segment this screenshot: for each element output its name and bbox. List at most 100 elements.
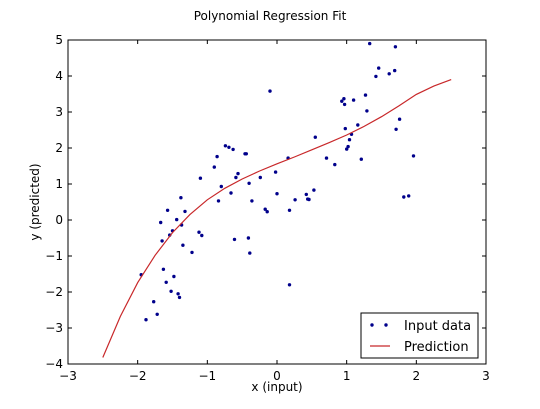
x-tick-label: −2 bbox=[129, 369, 147, 383]
data-point bbox=[144, 318, 148, 322]
y-tick-label: 3 bbox=[55, 105, 63, 119]
data-point bbox=[313, 135, 317, 139]
y-tick-label: 1 bbox=[55, 177, 63, 191]
data-point bbox=[287, 208, 292, 212]
data-point bbox=[232, 237, 237, 242]
data-point bbox=[411, 154, 416, 158]
data-point bbox=[176, 292, 180, 296]
data-point bbox=[356, 123, 360, 127]
data-point bbox=[200, 233, 204, 238]
data-point bbox=[161, 267, 166, 271]
data-point bbox=[164, 280, 168, 284]
data-point bbox=[155, 312, 159, 316]
y-tick-label: −2 bbox=[45, 285, 63, 299]
data-point bbox=[342, 97, 346, 101]
data-point bbox=[393, 68, 397, 73]
data-point bbox=[197, 230, 201, 234]
data-point bbox=[343, 126, 347, 131]
data-point bbox=[324, 156, 329, 160]
data-point bbox=[247, 181, 251, 185]
x-axis-label: x (input) bbox=[251, 380, 302, 394]
legend-label-prediction: Prediction bbox=[404, 340, 469, 355]
data-point bbox=[258, 175, 262, 180]
y-tick-label: −3 bbox=[45, 321, 63, 335]
legend-entry-prediction: Prediction bbox=[370, 340, 469, 355]
data-point bbox=[340, 99, 344, 103]
data-point bbox=[273, 170, 278, 174]
data-point bbox=[172, 274, 176, 279]
legend: Input data Prediction bbox=[360, 312, 479, 359]
data-point bbox=[402, 195, 406, 199]
data-point bbox=[181, 243, 185, 247]
data-point bbox=[304, 192, 308, 197]
data-point bbox=[246, 236, 251, 240]
prediction-line bbox=[102, 79, 452, 358]
data-point bbox=[365, 109, 369, 113]
legend-label-input-data: Input data bbox=[404, 319, 471, 334]
data-point bbox=[387, 72, 391, 76]
x-axis-ticks: −3 −2 −1 0 1 2 3 bbox=[59, 40, 490, 383]
data-point bbox=[229, 191, 233, 195]
data-point bbox=[312, 188, 316, 192]
data-point bbox=[248, 251, 252, 255]
data-point bbox=[165, 208, 170, 212]
data-point bbox=[244, 152, 248, 156]
x-tick-label: 0 bbox=[273, 369, 281, 383]
y-axis-label: y (predicted) bbox=[28, 163, 42, 240]
data-point bbox=[265, 210, 269, 214]
data-point bbox=[177, 295, 182, 300]
data-point bbox=[250, 199, 254, 203]
x-tick-label: 2 bbox=[413, 369, 421, 383]
data-point bbox=[351, 98, 356, 102]
data-point bbox=[368, 41, 372, 46]
data-point bbox=[190, 250, 194, 255]
data-point bbox=[333, 162, 337, 167]
data-point bbox=[287, 283, 292, 287]
data-point bbox=[394, 127, 398, 131]
data-point bbox=[212, 165, 216, 169]
legend-marker-input-data bbox=[370, 323, 374, 327]
data-point bbox=[175, 217, 179, 222]
data-point bbox=[263, 207, 267, 211]
y-tick-label: 0 bbox=[55, 213, 63, 227]
legend-marker-input-data bbox=[384, 323, 388, 327]
data-point bbox=[183, 209, 187, 214]
y-tick-label: 5 bbox=[55, 33, 63, 47]
data-point bbox=[236, 171, 240, 176]
y-axis-ticks: −4 −3 −2 −1 0 1 2 3 4 5 bbox=[45, 33, 486, 371]
data-point bbox=[160, 239, 164, 243]
data-point bbox=[397, 117, 402, 121]
data-point bbox=[346, 144, 350, 149]
data-point bbox=[393, 45, 398, 49]
y-tick-label: −4 bbox=[45, 357, 63, 371]
legend-box bbox=[360, 312, 479, 359]
x-tick-label: 1 bbox=[343, 369, 351, 383]
data-point bbox=[407, 194, 411, 198]
y-tick-label: 4 bbox=[55, 69, 63, 83]
data-point bbox=[374, 74, 378, 79]
data-point bbox=[342, 102, 347, 107]
data-point bbox=[293, 198, 297, 202]
data-point bbox=[219, 184, 223, 189]
data-point bbox=[152, 300, 156, 304]
x-tick-label: 3 bbox=[482, 369, 490, 383]
data-point bbox=[377, 66, 381, 70]
y-tick-label: 2 bbox=[55, 141, 63, 155]
data-point bbox=[216, 199, 221, 203]
data-point bbox=[169, 289, 173, 293]
x-tick-label: −3 bbox=[59, 369, 77, 383]
data-point bbox=[215, 154, 219, 159]
data-point bbox=[307, 197, 311, 202]
data-point bbox=[231, 147, 235, 152]
data-point bbox=[347, 138, 352, 142]
data-point bbox=[227, 145, 231, 149]
x-tick-label: −1 bbox=[198, 369, 216, 383]
data-point bbox=[198, 176, 203, 180]
chart-title: Polynomial Regression Fit bbox=[194, 9, 347, 23]
data-point bbox=[345, 147, 349, 151]
data-point bbox=[234, 175, 238, 180]
data-point bbox=[223, 144, 228, 148]
data-point bbox=[359, 157, 363, 161]
data-point bbox=[159, 220, 163, 225]
